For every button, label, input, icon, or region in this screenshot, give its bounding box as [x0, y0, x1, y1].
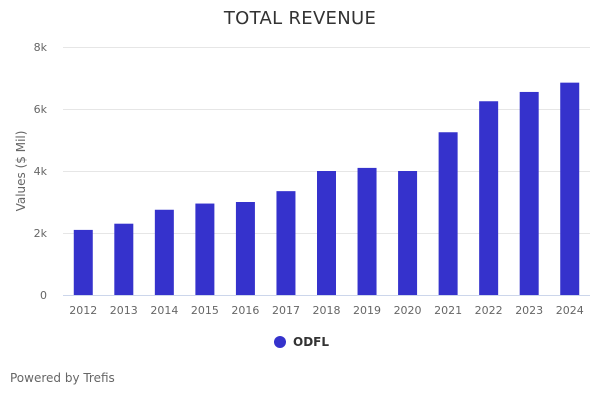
bar-2022[interactable] — [479, 101, 499, 295]
bar-2013[interactable] — [114, 223, 134, 295]
bar-2014[interactable] — [154, 209, 174, 295]
bar-2018[interactable] — [317, 171, 336, 295]
x-tick-label: 2019 — [353, 304, 381, 317]
y-tick-label: 2k — [34, 227, 48, 240]
x-tick-label: 2012 — [69, 304, 97, 317]
x-tick-label: 2020 — [394, 304, 422, 317]
legend-marker-icon — [274, 336, 286, 348]
x-tick-label: 2014 — [150, 304, 178, 317]
x-tick-label: 2017 — [272, 304, 300, 317]
legend-item-odfl[interactable]: ODFL — [274, 335, 329, 349]
x-tick-label: 2022 — [475, 304, 503, 317]
x-tick-label: 2013 — [110, 304, 138, 317]
bars — [73, 82, 580, 296]
x-tick-label: 2023 — [515, 304, 543, 317]
bar-2023[interactable] — [519, 91, 539, 295]
x-axis-labels: 2012 2013 2014 2015 2016 2017 2018 2019 2020 2021… — [69, 304, 583, 317]
y-tick-label: 0 — [40, 289, 47, 302]
x-tick-label: 2018 — [313, 304, 341, 317]
chart-title: TOTAL REVENUE — [223, 8, 377, 29]
y-tick-label: 4k — [34, 165, 48, 178]
x-tick-label: 2015 — [191, 304, 219, 317]
bar-2017[interactable] — [276, 191, 296, 295]
bar-2024[interactable] — [560, 82, 580, 296]
x-tick-label: 2024 — [556, 304, 584, 317]
bar-2012[interactable] — [73, 229, 93, 295]
bar-2021[interactable] — [438, 132, 458, 295]
y-tick-label: 8k — [34, 41, 48, 54]
bar-2020[interactable] — [398, 171, 418, 295]
legend-label: ODFL — [293, 335, 330, 349]
x-tick-label: 2016 — [231, 304, 259, 317]
bar-2015[interactable] — [195, 203, 215, 295]
credits-link[interactable]: Powered by Trefis — [10, 371, 115, 385]
y-axis-title: Values ($ Mil) — [14, 131, 28, 212]
y-axis-labels: 0 2k 4k 6k 8k — [34, 41, 48, 302]
bar-2019[interactable] — [357, 167, 377, 295]
y-tick-label: 6k — [34, 103, 48, 116]
bar-2016[interactable] — [235, 202, 255, 295]
x-tick-label: 2021 — [434, 304, 462, 317]
